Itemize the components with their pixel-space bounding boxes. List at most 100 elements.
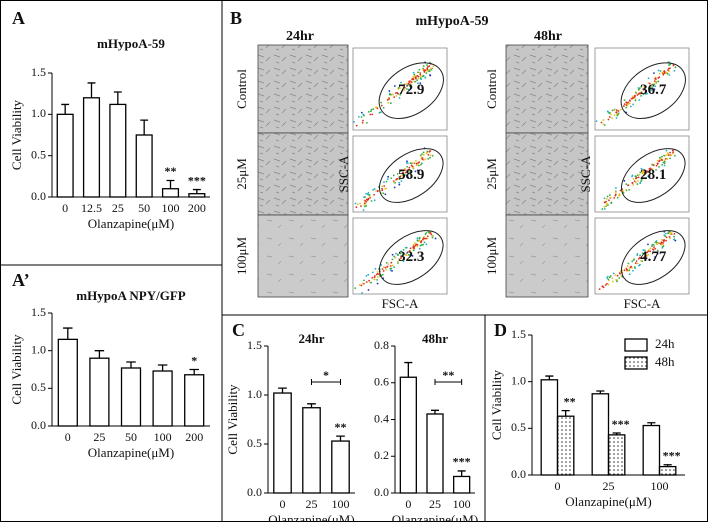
cell-dot: [408, 249, 411, 252]
cell-dot: [663, 70, 666, 72]
cell-dot: [389, 102, 392, 104]
cell-dot: [604, 284, 607, 286]
cell-dot: [422, 151, 425, 154]
cell-dot: [666, 152, 669, 154]
cell-dot: [665, 149, 668, 152]
cell-dot: [426, 237, 429, 240]
cell-dot: [379, 111, 382, 114]
cell-dot: [375, 189, 377, 192]
error-bar: [157, 364, 168, 372]
cell-dot: [371, 276, 374, 279]
cell-dot: [608, 194, 611, 196]
cell-dot: [664, 235, 667, 238]
cell-dot: [412, 243, 415, 246]
cell-dot: [428, 65, 431, 67]
cell-dot: [396, 260, 399, 263]
cell-dot: [669, 63, 672, 66]
cell-dot: [615, 111, 618, 114]
legend-label: 24h: [655, 336, 675, 351]
cell-dot: [673, 154, 676, 157]
cell-dot: [659, 242, 662, 245]
y-tick-label: 1.5: [31, 65, 46, 79]
cell-dot: [610, 201, 613, 204]
cell-dot: [366, 199, 369, 201]
cell-dot: [360, 205, 362, 208]
cell-dot: [415, 162, 418, 165]
cell-dot: [414, 80, 417, 83]
cell-dot: [421, 243, 423, 246]
cell-dot: [639, 171, 642, 174]
cell-dot: [376, 282, 379, 285]
cell-dot: [415, 159, 417, 162]
cell-dot: [642, 249, 645, 251]
cell-dot: [617, 112, 620, 115]
cell-dot: [637, 176, 640, 179]
cell-dot: [424, 69, 427, 72]
cell-dot: [418, 68, 421, 71]
cell-dot: [656, 162, 659, 165]
cell-dot: [380, 101, 382, 104]
cell-dot: [603, 197, 606, 200]
cell-dot: [674, 66, 677, 69]
x-axis-label: Olanzapine(μM): [565, 494, 651, 509]
cell-dot: [600, 121, 603, 124]
cell-dot: [661, 163, 664, 166]
error-bar: [663, 464, 672, 467]
cell-dot: [434, 237, 437, 240]
cell-dot: [382, 192, 385, 195]
cell-dot: [629, 105, 632, 108]
cell-dot: [672, 238, 675, 241]
cell-dot: [669, 151, 671, 154]
cell-dot: [651, 168, 654, 171]
cell-dot: [417, 77, 420, 80]
cell-dot: [430, 67, 433, 70]
cell-dot: [605, 200, 607, 203]
x-axis-label: Olanzapine(μM): [268, 512, 354, 522]
cell-dot: [382, 106, 385, 109]
cell-dot: [359, 202, 362, 205]
cell-dot: [631, 97, 634, 100]
y-tick-label: 1.5: [247, 338, 262, 352]
cell-dot: [634, 99, 637, 102]
cell-dot: [423, 70, 426, 73]
cell-dot: [669, 157, 671, 160]
cell-dot: [409, 247, 412, 250]
cell-dot: [647, 175, 649, 178]
cell-dot: [608, 276, 611, 279]
cell-dot: [388, 93, 391, 96]
cell-dot: [418, 164, 420, 167]
cell-dot: [391, 253, 394, 256]
cell-dot: [419, 75, 422, 77]
cell-dot: [418, 237, 421, 240]
cell-dot: [380, 264, 383, 266]
cell-dot: [395, 252, 397, 255]
cell-dot: [420, 156, 423, 159]
cell-dot: [416, 245, 419, 248]
cell-dot: [414, 244, 417, 247]
cell-dot: [417, 75, 420, 78]
cell-dot: [403, 169, 406, 172]
bar: [453, 475, 471, 494]
error-bar: [126, 361, 136, 368]
cell-dot: [423, 241, 426, 244]
x-axis-label: FSC-A: [382, 296, 419, 311]
cell-dot: [363, 204, 366, 206]
cell-dot: [399, 177, 402, 180]
cell-dot: [647, 77, 650, 80]
cell-dot: [389, 265, 392, 267]
y-axis-label: SSC-A: [578, 155, 593, 192]
cell-dot: [664, 157, 667, 160]
cell-dot: [630, 97, 633, 100]
panel-label: C: [232, 320, 245, 340]
bar: [591, 393, 610, 476]
cell-dot: [410, 162, 413, 165]
chart-title: 48hr: [422, 331, 448, 346]
significance-mark: ***: [612, 417, 630, 431]
cell-dot: [637, 88, 640, 91]
gate-value: 32.3: [398, 249, 424, 265]
cell-dot: [653, 80, 656, 83]
cell-dot: [367, 110, 370, 113]
cell-dot: [595, 120, 598, 123]
cell-dot: [622, 190, 625, 193]
cell-dot: [416, 79, 419, 82]
